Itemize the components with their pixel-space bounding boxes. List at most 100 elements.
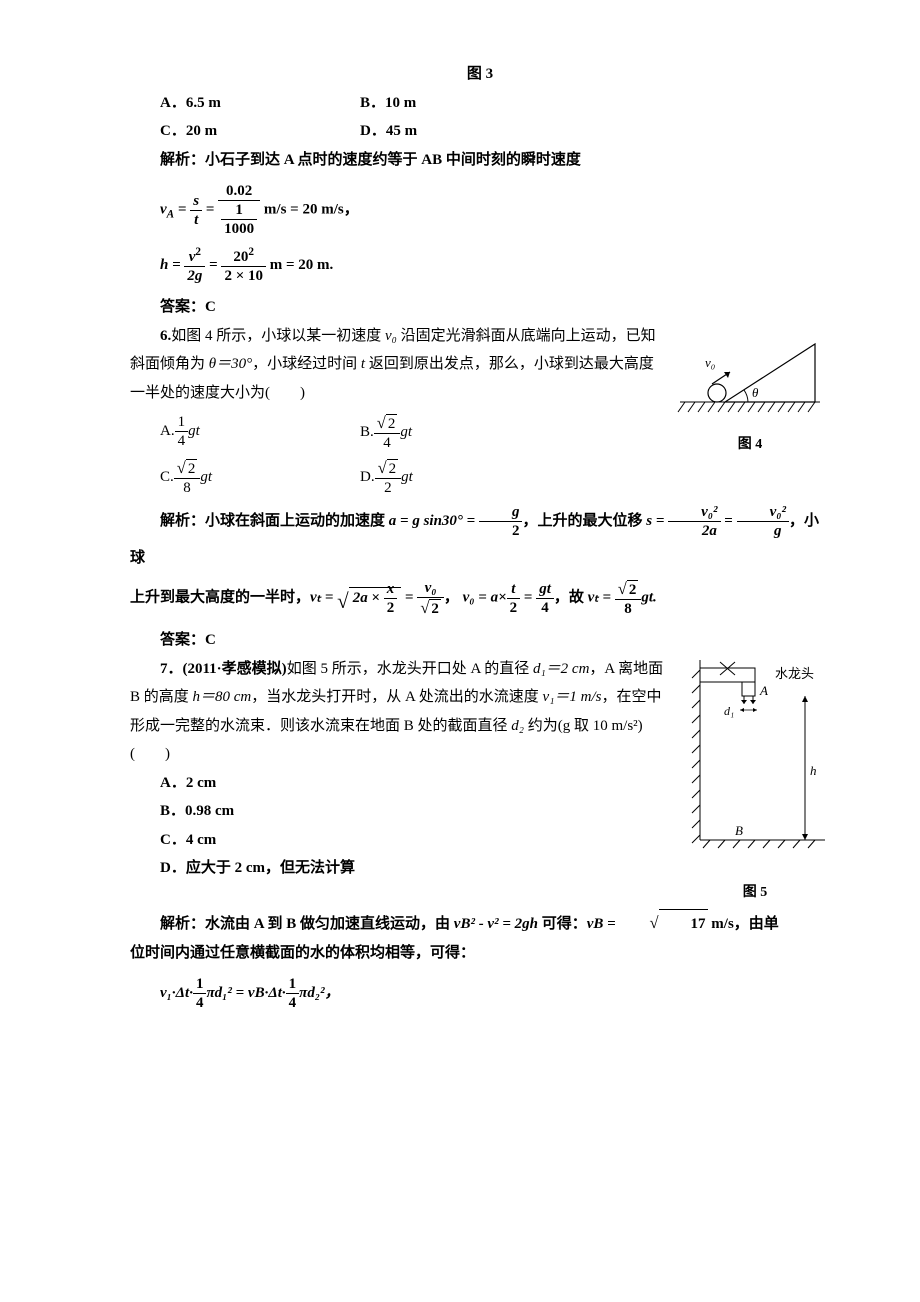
opt-label: D. bbox=[360, 469, 375, 485]
frac-den: 1000 bbox=[221, 220, 257, 238]
q7-d1: d₁＝2 cm bbox=[533, 661, 589, 677]
eq: a = g sin30° = bbox=[389, 513, 479, 529]
opt-label: A. bbox=[160, 423, 175, 439]
eq-rhs: m = 20 m. bbox=[270, 257, 334, 273]
q6-fig-caption: 图 4 bbox=[670, 432, 830, 459]
frac-num: t bbox=[507, 580, 521, 599]
eq-rhs: m/s = 20 m/s， bbox=[264, 201, 359, 217]
q6-opt-d: D.22gt bbox=[360, 458, 560, 497]
opt-tail: gt bbox=[401, 469, 413, 485]
q5-opt-b: B．10 m bbox=[360, 89, 560, 118]
frac-den: t bbox=[190, 211, 202, 229]
explain-label: 解析： bbox=[160, 152, 205, 168]
q6-figure: v₀ θ 图 4 bbox=[670, 332, 830, 459]
q7-eq3: v₁·Δt·14πd₁² = vB·Δt·14πd₂²， bbox=[130, 975, 830, 1012]
radicand: 2 bbox=[186, 459, 198, 478]
explain-text: 位时间内通过任意横截面的水的体积均相等，可得： bbox=[130, 945, 475, 961]
explain-text: ，故 bbox=[554, 590, 588, 606]
frac-den: 2 × 10 bbox=[221, 267, 266, 285]
frac-den: 4 bbox=[193, 994, 207, 1012]
q6-theta: θ＝30° bbox=[209, 356, 252, 372]
q7-figure: 水龙头 A d₁ h B 图 5 bbox=[680, 660, 830, 907]
eq-var: v bbox=[160, 201, 167, 217]
frac-den: 4 bbox=[175, 432, 189, 450]
opt-tail: gt bbox=[188, 423, 200, 439]
answer-label: 答案： bbox=[160, 299, 205, 315]
q5-opt-c: C．20 m bbox=[160, 117, 360, 146]
opt-tail: gt bbox=[200, 469, 212, 485]
fig-A: A bbox=[759, 683, 768, 698]
frac-den: 2 bbox=[384, 599, 398, 617]
frac-den: 2 bbox=[375, 479, 402, 497]
fig-v0-label: v₀ bbox=[705, 355, 715, 370]
fig-theta-label: θ bbox=[752, 385, 759, 400]
opt-label: B. bbox=[360, 424, 374, 440]
q7-d2: d₂ bbox=[511, 718, 524, 734]
explain-text: 水流由 A 到 B 做匀加速直线运动，由 bbox=[205, 916, 454, 932]
frac-den: g bbox=[737, 522, 789, 540]
eq: πd₂²， bbox=[299, 985, 339, 1001]
opt-label: C. bbox=[160, 469, 174, 485]
q7-explanation: 解析：水流由 A 到 B 做匀加速直线运动，由 vB² - v² = 2gh 可… bbox=[130, 907, 830, 939]
radicand: 2 bbox=[429, 599, 441, 618]
frac-num: v₀² bbox=[668, 503, 720, 522]
explain-text: 可得： bbox=[538, 916, 587, 932]
eq: vB² - v² = 2gh bbox=[454, 916, 538, 932]
q7-number: 7． bbox=[160, 661, 183, 677]
incline-diagram: v₀ θ bbox=[670, 332, 830, 422]
frac-num: x bbox=[384, 580, 398, 599]
frac-num: 1 bbox=[221, 201, 257, 220]
tap-diagram: 水龙头 A d₁ h B bbox=[680, 660, 830, 850]
q7-v1: v₁＝1 m/s bbox=[543, 689, 602, 705]
frac-den: 2a bbox=[668, 522, 720, 540]
fig3-caption: 图 3 bbox=[130, 60, 830, 89]
q5-opt-d: D．45 m bbox=[360, 117, 560, 146]
eq-rhs: m/s bbox=[708, 916, 734, 932]
q6-opt-c: C. 28gt bbox=[160, 458, 360, 497]
eq: vB = bbox=[587, 916, 620, 932]
frac-num: 20 bbox=[233, 249, 248, 265]
q6-opt-a: A.14gt bbox=[160, 413, 360, 452]
q7-explanation-line2: 位时间内通过任意横截面的水的体积均相等，可得： bbox=[130, 939, 830, 968]
q5-eq1: vA = st = 0.0211000 m/s = 20 m/s， bbox=[130, 182, 830, 238]
explain-text: ，由单 bbox=[734, 916, 779, 932]
radicand: 17 bbox=[659, 909, 708, 939]
q7-h: h＝80 cm bbox=[193, 689, 252, 705]
frac-den: 2 bbox=[507, 599, 521, 617]
frac-num: 1 bbox=[193, 975, 207, 994]
frac-num: v₀² bbox=[737, 503, 789, 522]
frac-num: v₀ bbox=[417, 579, 444, 598]
frac-den: 4 bbox=[286, 994, 300, 1012]
frac-den: 2g bbox=[184, 267, 205, 285]
explain-label: 解析： bbox=[160, 916, 205, 932]
explain-text: 小球在斜面上运动的加速度 bbox=[205, 513, 389, 529]
sqrt-inner: 2a bbox=[353, 590, 368, 606]
frac-den: 8 bbox=[174, 479, 201, 497]
explain-text: 上升到最大高度的一半时， bbox=[130, 590, 310, 606]
q7-text: ，当水龙头打开时，从 A 处流出的水流速度 bbox=[251, 689, 542, 705]
frac-num: s bbox=[190, 192, 202, 211]
fig-h: h bbox=[810, 763, 817, 778]
sup: 2 bbox=[195, 246, 201, 258]
frac-den: 8 bbox=[615, 600, 642, 618]
frac-den: 4 bbox=[536, 599, 554, 617]
eq: πd₁² = vB·Δt· bbox=[206, 985, 285, 1001]
radicand: 2 bbox=[627, 580, 639, 599]
eq-sign: = bbox=[174, 201, 190, 217]
eq-tail: gt. bbox=[641, 590, 656, 606]
q5-options: A．6.5 m B．10 m C．20 m D．45 m bbox=[130, 89, 830, 146]
q7-text: 如图 5 所示，水龙头开口处 A 的直径 bbox=[287, 661, 533, 677]
q5-opt-a: A．6.5 m bbox=[160, 89, 360, 118]
q6-v0: v₀ bbox=[385, 328, 397, 344]
frac-num: gt bbox=[536, 580, 554, 599]
q6-number: 6. bbox=[160, 328, 171, 344]
answer-value: C bbox=[205, 632, 216, 648]
q5-eq2: h = v22g = 2022 × 10 m = 20 m. bbox=[130, 246, 830, 285]
eq: vₜ = bbox=[310, 590, 337, 606]
explain-text: ，上升的最大位移 bbox=[522, 513, 646, 529]
opt-tail: gt bbox=[400, 424, 412, 440]
q6-text: ，小球经过时间 bbox=[252, 356, 361, 372]
fig-B: B bbox=[735, 823, 743, 838]
radicand: 2 bbox=[387, 459, 399, 478]
explain-text: 小石子到达 A 点时的速度约等于 AB 中间时刻的瞬时速度 bbox=[205, 152, 581, 168]
